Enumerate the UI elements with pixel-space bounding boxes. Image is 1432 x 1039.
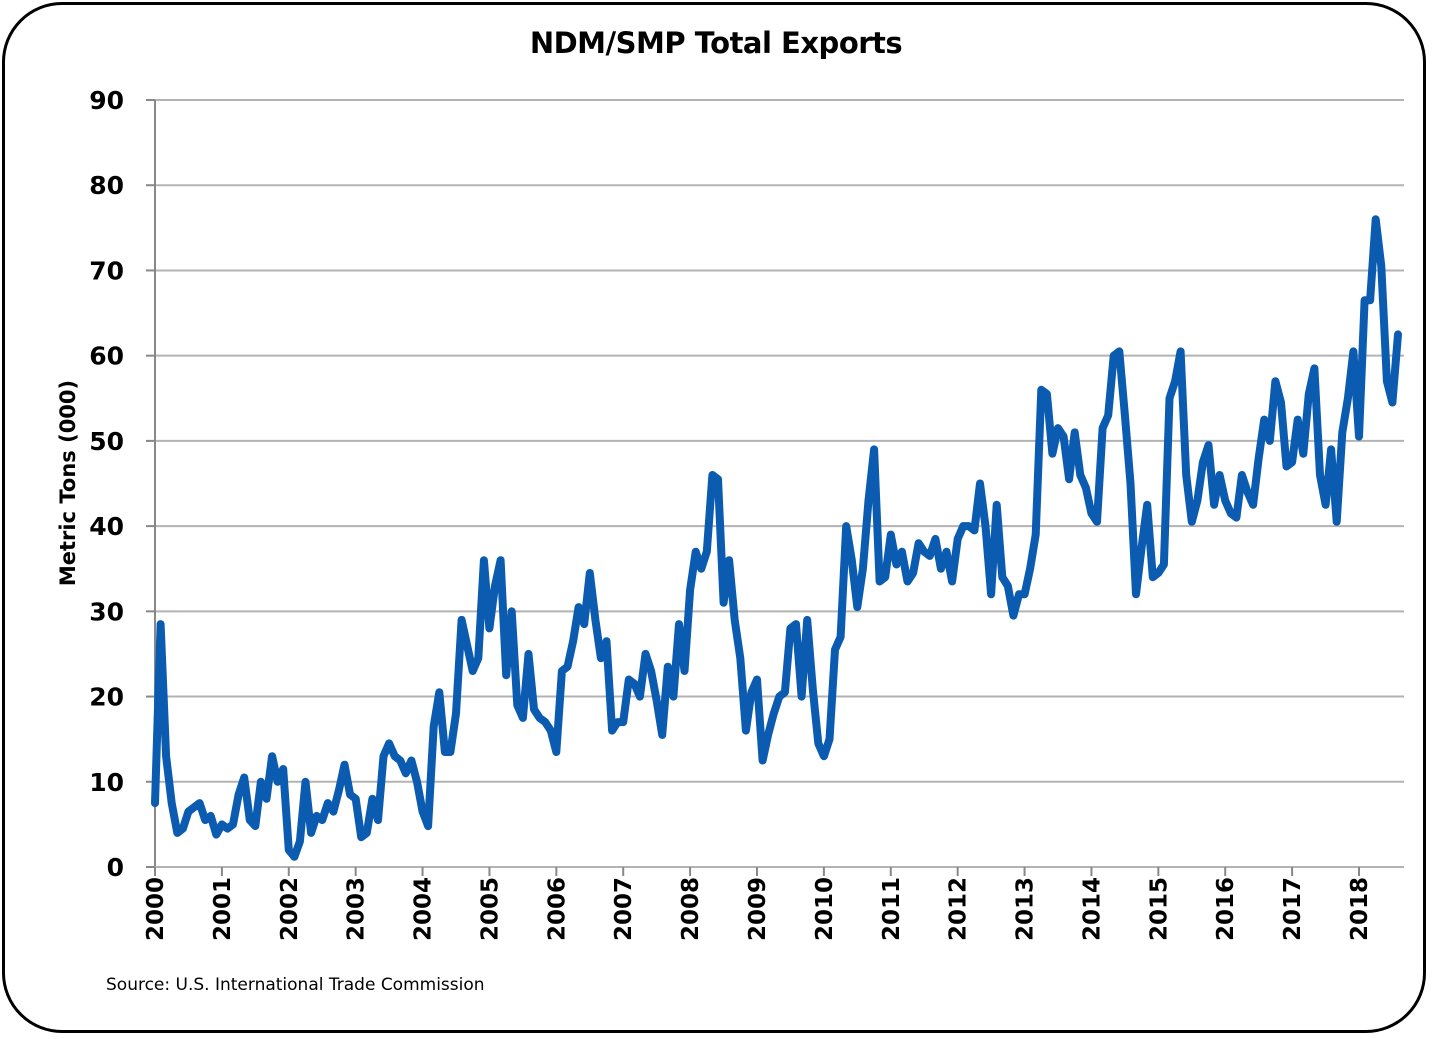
source-note: Source: U.S. International Trade Commiss… xyxy=(106,975,485,995)
x-tick-label: 2007 xyxy=(611,877,637,941)
x-tick-label: 2012 xyxy=(946,877,972,941)
y-tick-label: 90 xyxy=(89,86,124,115)
chart-title: NDM/SMP Total Exports xyxy=(529,26,903,60)
x-tick-label: 2004 xyxy=(411,877,437,941)
series-line-exports xyxy=(151,215,1402,861)
y-tick-label: 10 xyxy=(89,768,124,797)
x-tick-label: 2005 xyxy=(477,877,503,941)
x-tick-label: 2010 xyxy=(812,877,838,941)
y-tick-label: 80 xyxy=(89,171,124,200)
x-tick-label: 2006 xyxy=(544,877,570,941)
x-tick-label: 2013 xyxy=(1013,877,1039,941)
x-tick-label: 2008 xyxy=(678,877,704,941)
x-tick-label: 2011 xyxy=(879,877,905,941)
y-tick-label: 20 xyxy=(89,683,124,712)
x-tick-label: 2016 xyxy=(1213,877,1239,941)
y-tick-label: 40 xyxy=(89,512,124,541)
y-tick-label: 0 xyxy=(107,853,124,882)
x-tick-label: 2001 xyxy=(210,877,236,941)
y-tick-label: 70 xyxy=(89,256,124,285)
y-tick-label: 50 xyxy=(89,427,124,456)
x-tick-label: 2014 xyxy=(1079,877,1105,941)
x-tick-label: 2017 xyxy=(1280,877,1306,941)
y-tick-label: 60 xyxy=(89,342,124,371)
x-tick-label: 2009 xyxy=(745,877,771,941)
y-tick-label: 30 xyxy=(89,597,124,626)
x-tick-label: 2002 xyxy=(277,877,303,941)
x-tick-label: 2000 xyxy=(143,877,169,941)
x-tick-label: 2003 xyxy=(344,877,370,941)
x-tick-label: 2018 xyxy=(1347,877,1373,941)
x-tick-label: 2015 xyxy=(1146,877,1172,941)
